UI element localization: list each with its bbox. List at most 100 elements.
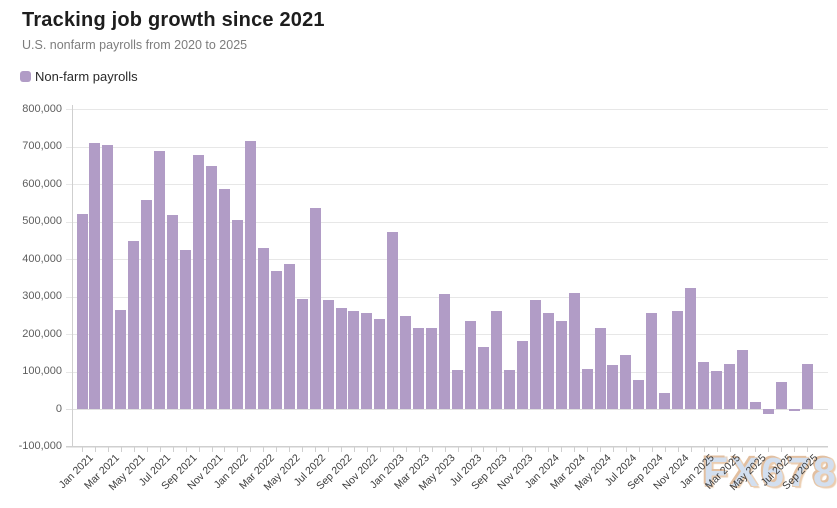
bar[interactable] — [180, 250, 192, 409]
bar[interactable] — [516, 340, 528, 409]
bar[interactable] — [335, 308, 347, 409]
gridline — [66, 221, 828, 223]
bar[interactable] — [646, 313, 658, 409]
bar[interactable] — [426, 327, 438, 409]
bar[interactable] — [452, 369, 464, 409]
legend-item-nonfarm-payrolls[interactable]: Non-farm payrolls — [20, 69, 138, 84]
bar[interactable] — [387, 232, 399, 409]
bar[interactable] — [594, 328, 606, 409]
x-axis-line — [66, 446, 828, 447]
y-tick-label: 300,000 — [22, 290, 62, 302]
bar[interactable] — [244, 141, 256, 409]
bar[interactable] — [724, 364, 735, 409]
bar[interactable] — [231, 220, 243, 409]
bar[interactable] — [711, 370, 723, 409]
bar[interactable] — [620, 355, 632, 409]
bar[interactable] — [736, 349, 748, 409]
bar[interactable] — [465, 320, 476, 409]
legend-swatch-icon — [20, 71, 31, 82]
bar[interactable] — [698, 362, 710, 409]
bar[interactable] — [400, 316, 412, 409]
x-axis-tick — [600, 447, 601, 452]
bar[interactable] — [413, 327, 425, 409]
bar[interactable] — [283, 264, 295, 409]
x-axis-tick — [794, 447, 796, 452]
bar[interactable] — [361, 313, 373, 409]
bar[interactable] — [270, 271, 282, 409]
x-axis-tick — [561, 447, 563, 452]
x-axis-tick — [198, 447, 200, 452]
bar[interactable] — [503, 369, 515, 409]
x-axis-tick — [276, 447, 278, 452]
bar[interactable] — [568, 292, 580, 409]
y-axis-line — [72, 105, 73, 447]
bar[interactable] — [102, 145, 114, 409]
bar[interactable] — [607, 364, 619, 409]
x-axis-tick — [405, 447, 407, 452]
x-axis-tick — [328, 447, 330, 452]
bar[interactable] — [762, 409, 774, 414]
x-axis-tick — [146, 447, 148, 452]
bar[interactable] — [439, 294, 451, 409]
bar[interactable] — [801, 364, 813, 409]
page-title: Tracking job growth since 2021 — [22, 9, 325, 31]
bar[interactable] — [218, 188, 230, 409]
bar[interactable] — [206, 166, 217, 409]
bar[interactable] — [374, 319, 386, 409]
x-axis-tick — [392, 447, 394, 452]
bar[interactable] — [490, 310, 502, 409]
x-axis-tick — [612, 447, 614, 452]
x-axis-tick — [509, 447, 511, 452]
gridline — [66, 409, 828, 410]
bar[interactable] — [633, 379, 645, 409]
gridline — [66, 259, 828, 260]
bar[interactable] — [775, 382, 787, 409]
bar[interactable] — [309, 207, 321, 409]
bar[interactable] — [76, 214, 88, 409]
bar[interactable] — [659, 392, 671, 409]
x-axis-tick — [250, 447, 252, 452]
bar[interactable] — [167, 215, 179, 409]
bar[interactable] — [555, 320, 567, 409]
bar[interactable] — [296, 299, 308, 409]
bar[interactable] — [193, 155, 205, 409]
x-axis-tick — [807, 447, 809, 452]
x-axis-tick — [263, 447, 265, 452]
bar[interactable] — [128, 241, 140, 409]
bar[interactable] — [685, 287, 697, 409]
y-tick-label: 0 — [55, 402, 62, 415]
x-axis-tick — [379, 447, 381, 452]
bar[interactable] — [581, 368, 593, 409]
y-tick-label: 500,000 — [22, 215, 62, 227]
bar[interactable] — [672, 311, 684, 409]
bar[interactable] — [348, 311, 360, 409]
x-axis-tick — [496, 447, 498, 452]
bar[interactable] — [154, 150, 166, 409]
legend-label: Non-farm payrolls — [35, 69, 138, 84]
bar[interactable] — [89, 142, 101, 409]
y-tick-label: -100,000 — [18, 440, 62, 452]
bar[interactable] — [257, 248, 269, 409]
bar[interactable] — [477, 347, 489, 409]
x-axis-tick — [638, 447, 640, 452]
bar[interactable] — [788, 409, 800, 411]
bar[interactable] — [322, 299, 334, 409]
bar[interactable] — [749, 401, 761, 409]
bar[interactable] — [141, 200, 153, 409]
y-tick-label: 100,000 — [22, 365, 62, 377]
x-axis-tick — [664, 447, 666, 452]
y-tick-label: 800,000 — [22, 102, 62, 115]
bar[interactable] — [115, 310, 127, 409]
x-axis-tick — [418, 447, 420, 452]
bar[interactable] — [529, 300, 541, 409]
x-axis-tick — [444, 447, 446, 452]
bar[interactable] — [542, 313, 554, 409]
x-axis-tick — [133, 447, 135, 452]
x-axis-tick — [755, 447, 757, 452]
x-axis-tick — [120, 447, 122, 452]
x-axis-tick — [172, 447, 174, 452]
x-axis-tick — [483, 447, 485, 452]
y-tick-label: 200,000 — [22, 327, 62, 340]
gridline — [66, 184, 828, 185]
